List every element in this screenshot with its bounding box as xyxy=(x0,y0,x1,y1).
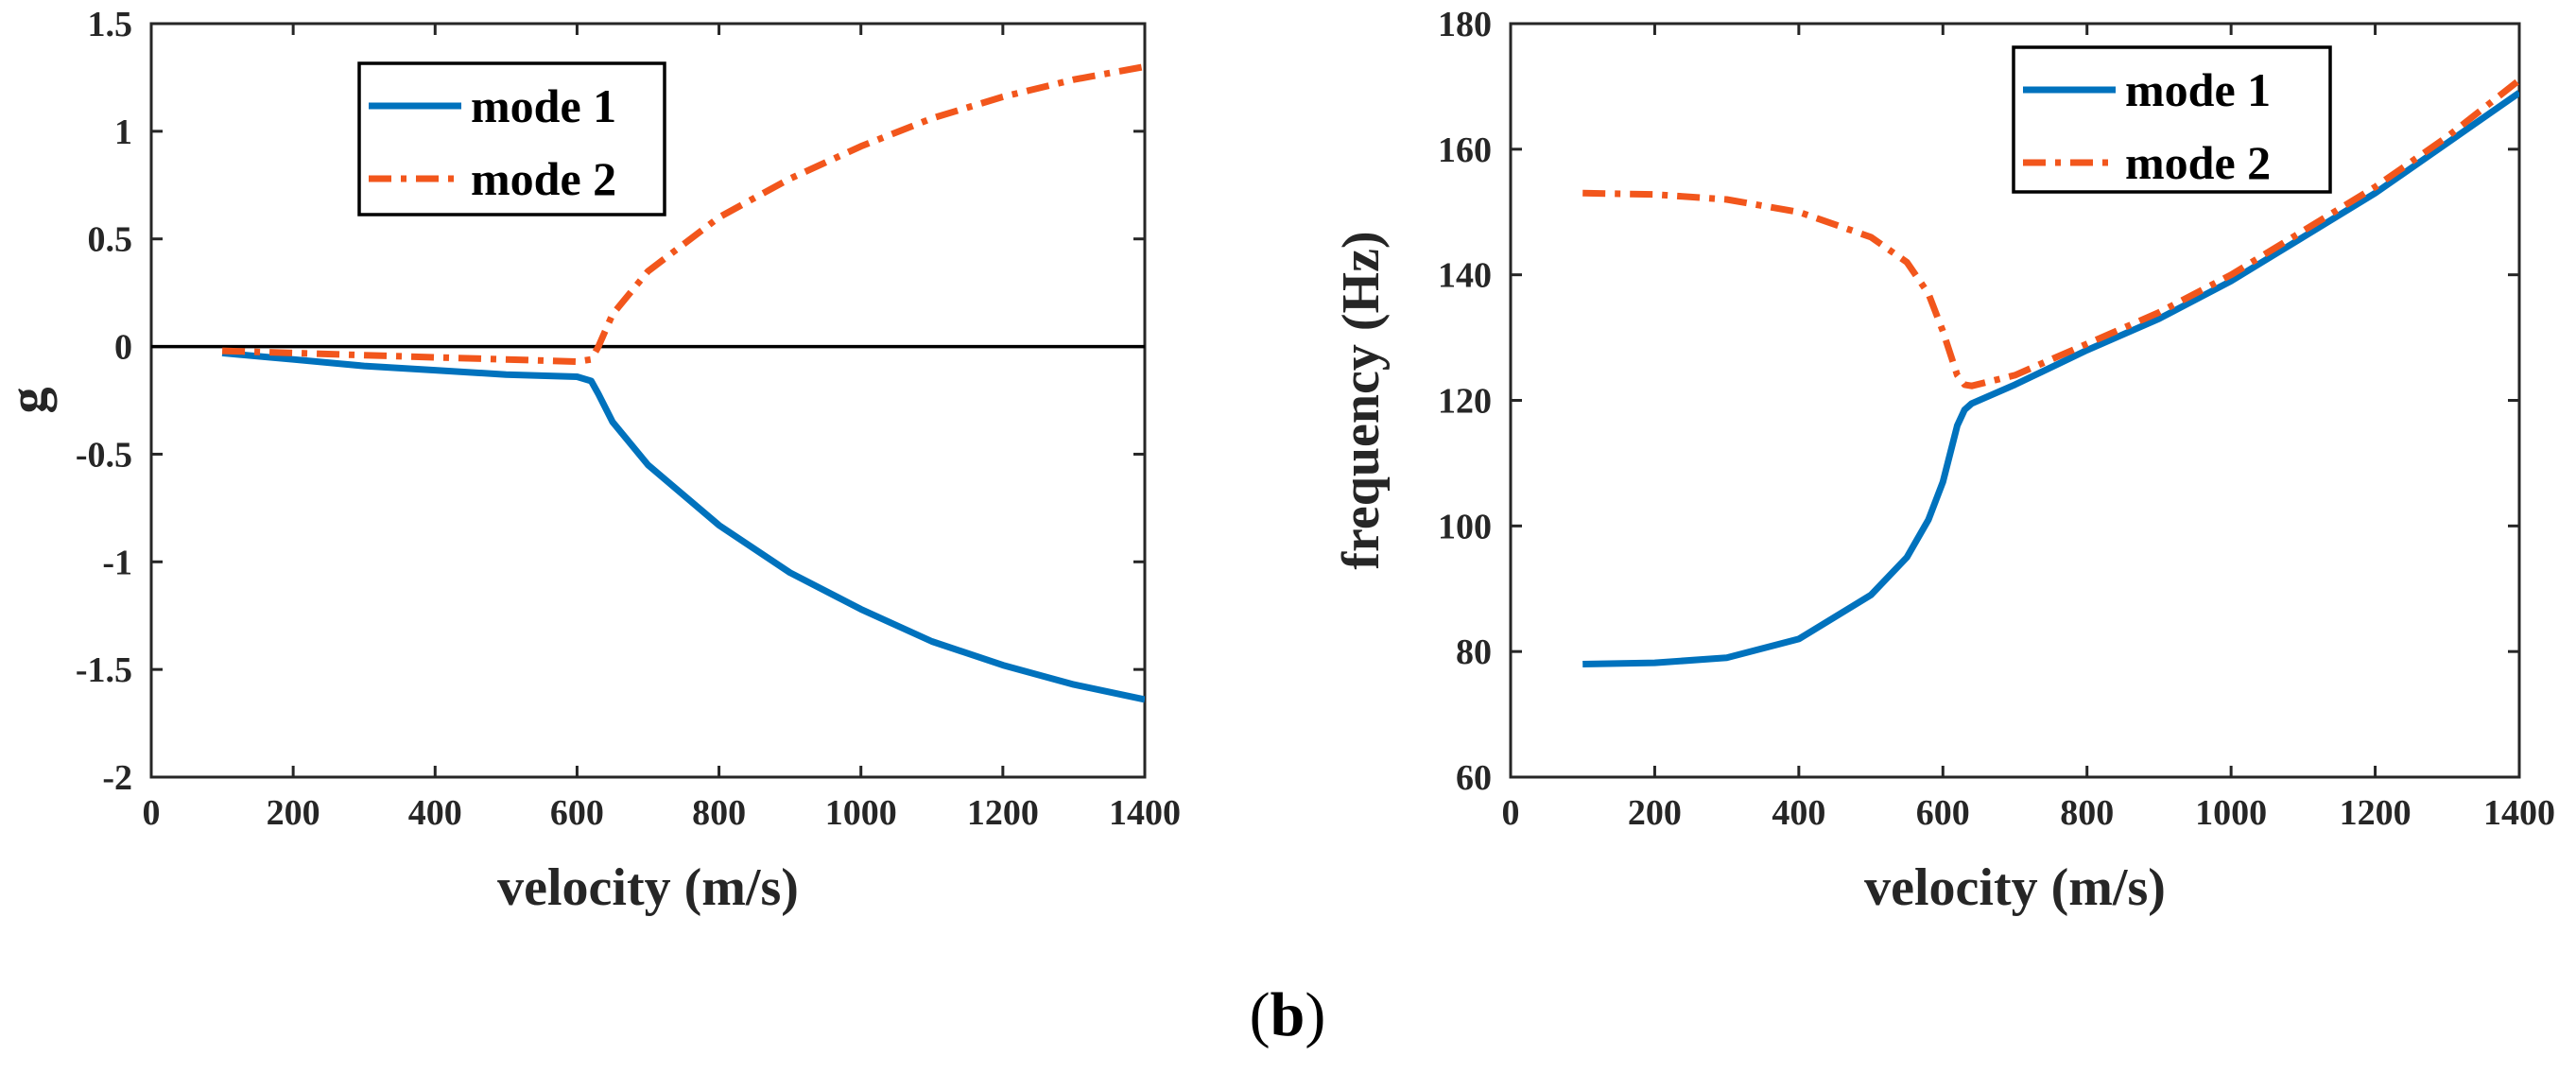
right-ytick-label: 80 xyxy=(1456,632,1492,672)
right-ytick-label: 60 xyxy=(1456,758,1492,798)
right-ytick-label: 100 xyxy=(1438,507,1492,546)
right-ytick-label: 160 xyxy=(1438,130,1492,170)
left-ytick-label: -2 xyxy=(102,758,132,798)
left-legend-label-1: mode 1 xyxy=(471,79,616,132)
right-xaxis-label: velocity (m/s) xyxy=(1864,858,2166,917)
right-xtick-label: 1200 xyxy=(2340,793,2412,833)
left-xtick-label: 600 xyxy=(550,793,604,833)
right-ytick-label: 180 xyxy=(1438,5,1492,44)
right-series-line-mode-2 xyxy=(1582,78,2519,389)
right-series-line-mode-1 xyxy=(1582,90,2519,667)
right-legend-box xyxy=(2012,45,2332,194)
left-yaxis-label: g xyxy=(0,388,58,414)
left-series-line-mode-1 xyxy=(221,349,1145,703)
left-series-line-mode-2 xyxy=(221,63,1145,365)
left-xaxis-label: velocity (m/s) xyxy=(497,858,799,917)
left-ytick-label: 0.5 xyxy=(88,220,133,260)
left-ytick-label: -1.5 xyxy=(76,650,132,690)
right-xtick-label: 600 xyxy=(1916,793,1970,833)
left-xtick-label: 1000 xyxy=(825,793,897,833)
left-legend-box xyxy=(357,61,666,216)
right-legend: mode 1 mode 2 xyxy=(2012,45,2332,194)
left-xtick-label: 1400 xyxy=(1109,793,1181,833)
chart-left-g-vs-velocity: 0 200 400 600 800 1000 1200 1400 -2 -1.5 -1 -0.5 0 0.… xyxy=(0,5,1181,917)
left-ytick-label: 1.5 xyxy=(88,5,133,44)
caption-open-paren: ( xyxy=(1250,980,1271,1049)
left-ytick-label: -0.5 xyxy=(76,435,132,475)
right-xtick-label: 400 xyxy=(1772,793,1825,833)
left-xtick-label: 200 xyxy=(267,793,320,833)
right-xtick-label: 1400 xyxy=(2483,793,2555,833)
right-legend-label-1: mode 1 xyxy=(2125,63,2271,116)
figure-caption: (b) xyxy=(1250,980,1326,1049)
right-ytick-label: 120 xyxy=(1438,382,1492,422)
chart-right-frequency-vs-velocity: 0 200 400 600 800 1000 1200 1400 60 80 100 120 140 16… xyxy=(1332,5,2555,917)
left-xtick-label: 0 xyxy=(143,793,161,833)
caption-letter: b xyxy=(1271,980,1305,1049)
left-ytick-label: 0 xyxy=(114,328,132,368)
right-legend-label-2: mode 2 xyxy=(2125,136,2271,189)
left-ytick-label: 1 xyxy=(114,112,132,152)
right-xtick-label: 1000 xyxy=(2195,793,2267,833)
left-ytick-label: -1 xyxy=(102,543,132,582)
right-yaxis-label: frequency (Hz) xyxy=(1332,231,1391,569)
caption-close-paren: ) xyxy=(1305,980,1325,1049)
left-xtick-label: 1200 xyxy=(967,793,1039,833)
left-legend: mode 1 mode 2 xyxy=(357,61,666,216)
right-xtick-label: 200 xyxy=(1628,793,1682,833)
right-xtick-label: 0 xyxy=(1502,793,1520,833)
left-series-group xyxy=(221,63,1145,703)
left-xtick-label: 400 xyxy=(408,793,462,833)
left-xtick-label: 800 xyxy=(692,793,746,833)
left-legend-label-2: mode 2 xyxy=(471,152,616,205)
right-ytick-label: 140 xyxy=(1438,256,1492,296)
right-series-group xyxy=(1582,78,2519,667)
right-xtick-label: 800 xyxy=(2060,793,2114,833)
